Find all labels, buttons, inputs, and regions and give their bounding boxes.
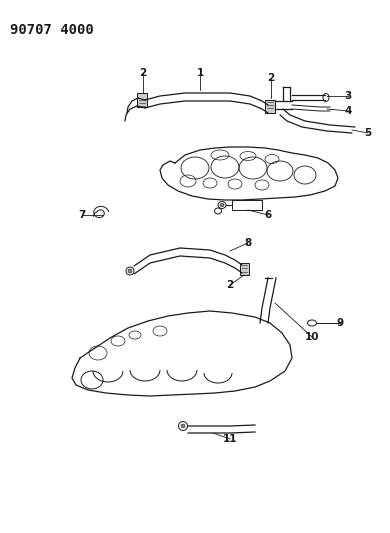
Ellipse shape xyxy=(179,422,188,431)
Text: 4: 4 xyxy=(344,106,352,116)
FancyBboxPatch shape xyxy=(137,93,147,107)
Text: 90707 4000: 90707 4000 xyxy=(10,23,94,37)
Text: 9: 9 xyxy=(337,318,344,328)
Ellipse shape xyxy=(323,93,329,101)
Ellipse shape xyxy=(220,203,224,207)
Text: 11: 11 xyxy=(223,434,237,444)
Text: 3: 3 xyxy=(344,91,352,101)
Text: 6: 6 xyxy=(264,210,271,220)
Text: 8: 8 xyxy=(245,238,252,248)
Ellipse shape xyxy=(181,424,185,428)
Ellipse shape xyxy=(215,208,222,214)
Text: 2: 2 xyxy=(268,73,275,83)
FancyBboxPatch shape xyxy=(240,263,249,275)
Text: 2: 2 xyxy=(139,68,147,78)
FancyBboxPatch shape xyxy=(265,100,275,113)
Ellipse shape xyxy=(128,269,132,273)
Ellipse shape xyxy=(307,320,317,326)
Text: 2: 2 xyxy=(226,280,234,290)
Ellipse shape xyxy=(126,267,134,275)
FancyBboxPatch shape xyxy=(232,200,262,210)
Text: 5: 5 xyxy=(364,128,372,138)
Text: 7: 7 xyxy=(78,210,86,220)
Text: 10: 10 xyxy=(305,332,319,342)
Ellipse shape xyxy=(218,201,226,208)
Text: 1: 1 xyxy=(197,68,204,78)
